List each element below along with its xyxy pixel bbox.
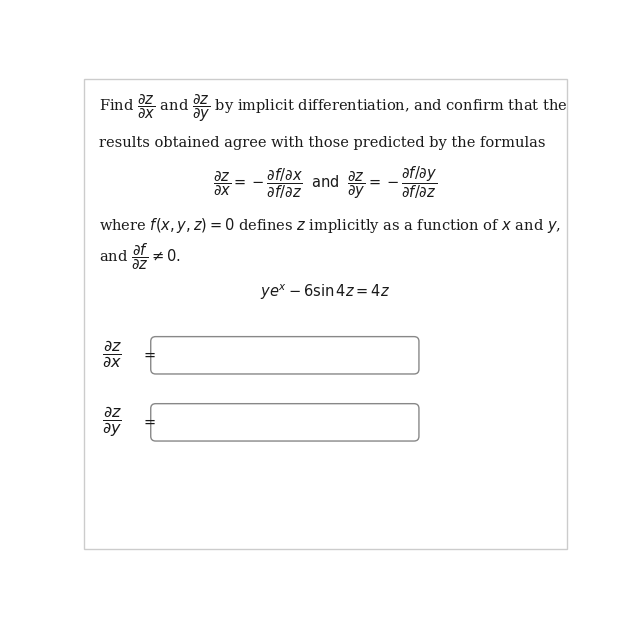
Text: $\dfrac{\partial z}{\partial x}$: $\dfrac{\partial z}{\partial x}$ [102, 340, 121, 370]
Text: $\dfrac{\partial z}{\partial x} = -\dfrac{\partial f/\partial x}{\partial f/\par: $\dfrac{\partial z}{\partial x} = -\dfra… [213, 164, 438, 201]
FancyBboxPatch shape [150, 337, 419, 374]
Text: $ye^{x} - 6\sin 4z = 4z$: $ye^{x} - 6\sin 4z = 4z$ [260, 283, 391, 302]
Text: where $f(x, y, z) = 0$ defines $z$ implicitly as a function of $x$ and $y$,: where $f(x, y, z) = 0$ defines $z$ impli… [99, 216, 561, 234]
Text: $\dfrac{\partial z}{\partial y}$: $\dfrac{\partial z}{\partial y}$ [102, 404, 121, 439]
FancyBboxPatch shape [150, 404, 419, 441]
Text: Find $\dfrac{\partial z}{\partial x}$ and $\dfrac{\partial z}{\partial y}$ by im: Find $\dfrac{\partial z}{\partial x}$ an… [99, 93, 568, 124]
Text: $=$: $=$ [141, 348, 156, 362]
Text: and $\dfrac{\partial f}{\partial z} \neq 0.$: and $\dfrac{\partial f}{\partial z} \neq… [99, 241, 180, 272]
Text: results obtained agree with those predicted by the formulas: results obtained agree with those predic… [99, 136, 545, 150]
Text: $=$: $=$ [141, 415, 156, 429]
